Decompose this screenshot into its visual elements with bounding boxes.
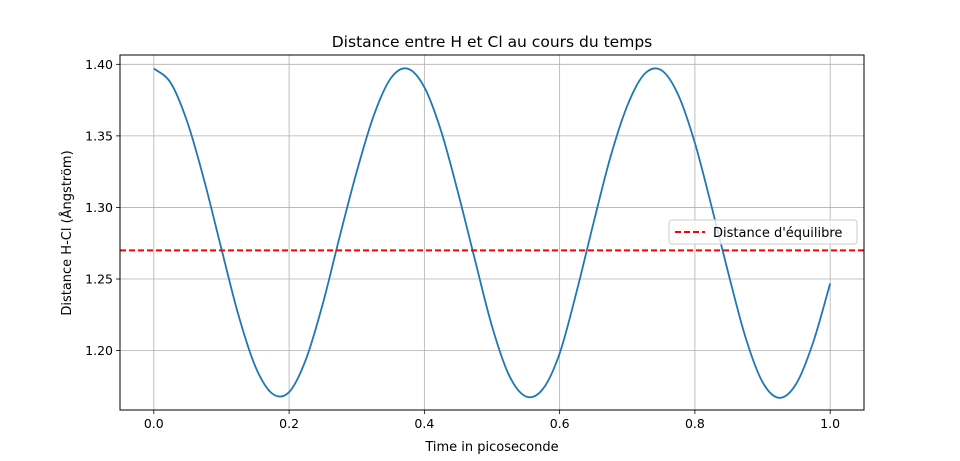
x-tick-label: 0.6 [550, 416, 570, 431]
chart-title: Distance entre H et Cl au cours du temps [332, 33, 652, 51]
legend-box [668, 219, 858, 245]
y-tick-label: 1.20 [85, 343, 113, 358]
y-tick-label: 1.40 [85, 57, 113, 72]
y-tick-label: 1.25 [85, 272, 113, 287]
x-tick-label: 0.0 [144, 416, 164, 431]
x-axis-label: Time in picoseconde [424, 440, 558, 455]
y-tick-label: 1.30 [85, 200, 113, 215]
x-tick-label: 0.8 [685, 416, 705, 431]
y-tick-label: 1.35 [85, 128, 113, 143]
grid [120, 55, 864, 410]
ticks: 0.0 0.2 0.4 0.6 0.8 1.0 1.20 1.25 1.30 1.35 1.40 [85, 57, 840, 431]
x-tick-label: 1.0 [820, 416, 840, 431]
x-tick-label: 0.2 [279, 416, 299, 431]
x-tick-label: 0.4 [414, 416, 434, 431]
legend-label-equilibrium: Distance d'équilibre [713, 226, 842, 241]
legend: Distance d'équilibre [668, 219, 858, 245]
plot-frame [119, 54, 865, 411]
y-axis-label: Distance H-Cl (Ångström) [59, 150, 75, 315]
